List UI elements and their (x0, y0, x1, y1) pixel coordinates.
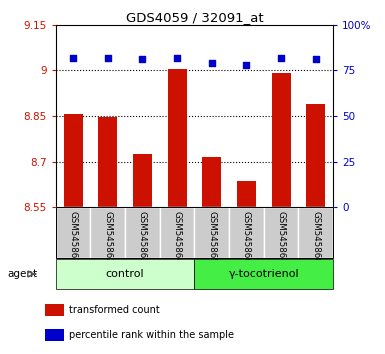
Bar (306, 104, 325, 207)
Text: GSM545867: GSM545867 (276, 211, 286, 264)
Bar (202, 157, 221, 207)
Text: transformed count: transformed count (69, 305, 160, 315)
Bar (237, 181, 256, 207)
Bar (298, 207, 333, 258)
Point (313, 57, 319, 62)
Point (209, 60, 215, 66)
Bar (56, 259, 194, 289)
Text: GSM545863: GSM545863 (138, 211, 147, 264)
Bar (194, 259, 333, 289)
Bar (125, 207, 160, 258)
Bar (167, 69, 187, 207)
Bar (133, 154, 152, 207)
Point (139, 57, 146, 62)
Point (70, 55, 76, 61)
Text: GSM545864: GSM545864 (172, 211, 182, 264)
Text: GSM545861: GSM545861 (69, 211, 78, 264)
Text: GSM545866: GSM545866 (242, 211, 251, 264)
Text: percentile rank within the sample: percentile rank within the sample (69, 330, 234, 339)
Bar (64, 114, 83, 207)
Bar (56, 207, 90, 258)
Bar (229, 207, 264, 258)
Point (174, 55, 180, 61)
Bar (45, 329, 64, 341)
Text: γ-tocotrienol: γ-tocotrienol (228, 269, 299, 279)
Bar (98, 118, 117, 207)
Bar (271, 73, 291, 207)
Point (278, 55, 284, 61)
Bar (194, 207, 229, 258)
Bar (160, 207, 194, 258)
Point (105, 55, 111, 61)
Text: GSM545862: GSM545862 (103, 211, 112, 264)
Text: GSM545865: GSM545865 (207, 211, 216, 264)
Bar (264, 207, 298, 258)
Title: GDS4059 / 32091_at: GDS4059 / 32091_at (126, 11, 263, 24)
Text: control: control (106, 269, 144, 279)
Text: GSM545868: GSM545868 (311, 211, 320, 264)
Bar (45, 304, 64, 316)
Point (243, 62, 249, 68)
Bar (90, 207, 125, 258)
Text: agent: agent (8, 269, 38, 279)
